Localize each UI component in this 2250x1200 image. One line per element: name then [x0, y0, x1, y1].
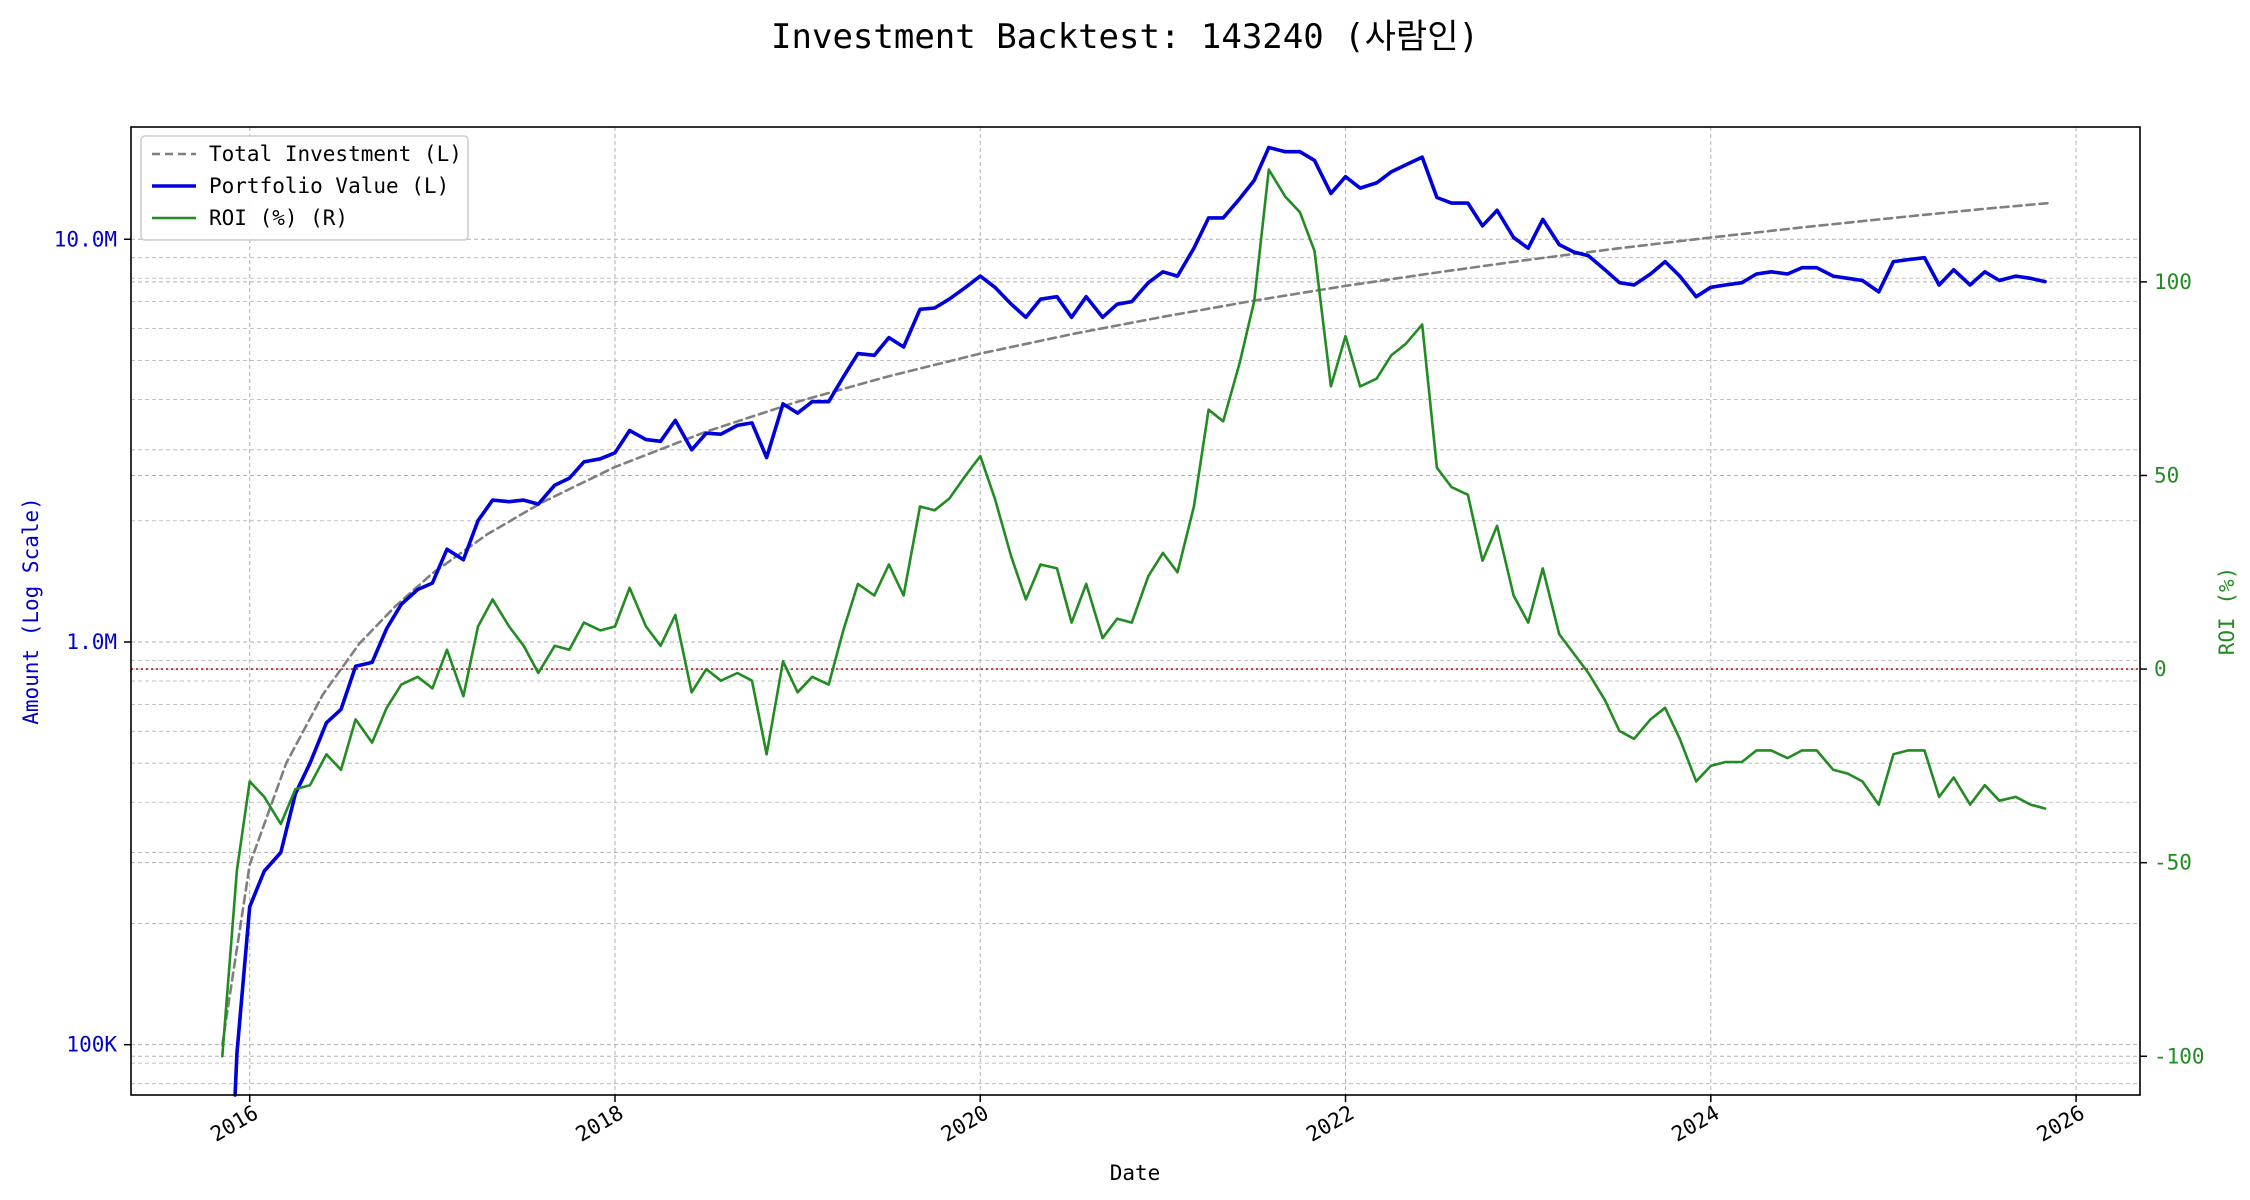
x-tick-label-2024: 2024: [1668, 1101, 1724, 1147]
grid-lines: [131, 127, 2140, 1095]
legend-label-total-investment: Total Investment (L): [209, 142, 462, 166]
legend-label-roi: ROI (%) (R): [209, 206, 348, 230]
y-left-axis-label: Amount (Log Scale): [19, 497, 43, 725]
series-line-total-investment: [221, 201, 2050, 1046]
series-line-portfolio-value: [233, 145, 2047, 1097]
x-tick-label-2026: 2026: [2033, 1101, 2089, 1147]
plot-frame: [130, 126, 2141, 1096]
y-left-tick-label-10.0M: 10.0M: [54, 227, 117, 251]
legend: Total Investment (L) Portfolio Value (L)…: [140, 135, 469, 241]
x-tick-label-2018: 2018: [572, 1101, 628, 1147]
x-tick-label-2022: 2022: [1302, 1101, 1358, 1147]
series-layer: [221, 145, 2050, 1097]
y-left-tick-label-1.0M: 1.0M: [66, 630, 117, 654]
y-right-axis: -100 -50 0 50 100: [2140, 270, 2205, 1068]
legend-label-portfolio-value: Portfolio Value (L): [209, 174, 449, 198]
y-left-axis: 100K 1.0M 10.0M: [54, 227, 131, 1057]
legend-box: [140, 135, 469, 241]
y-right-tick-label-100: 100: [2154, 270, 2192, 294]
x-axis-label: Date: [1110, 1161, 1161, 1185]
x-tick-label-2016: 2016: [206, 1101, 262, 1147]
y-right-tick-label-0: 0: [2154, 657, 2167, 681]
y-right-tick-label--50: -50: [2154, 851, 2192, 875]
y-left-tick-label-100K: 100K: [66, 1033, 117, 1057]
x-axis: 2016 2018 2020 2022 2024 2026: [206, 1095, 2089, 1147]
y-right-axis-label: ROI (%): [2215, 567, 2239, 656]
series-line-roi: [221, 168, 2047, 1058]
y-right-tick-label--100: -100: [2154, 1044, 2205, 1068]
y-right-tick-label-50: 50: [2154, 463, 2179, 487]
x-tick-label-2020: 2020: [937, 1101, 993, 1147]
chart-title: Investment Backtest: 143240 (사람인): [771, 17, 1479, 57]
